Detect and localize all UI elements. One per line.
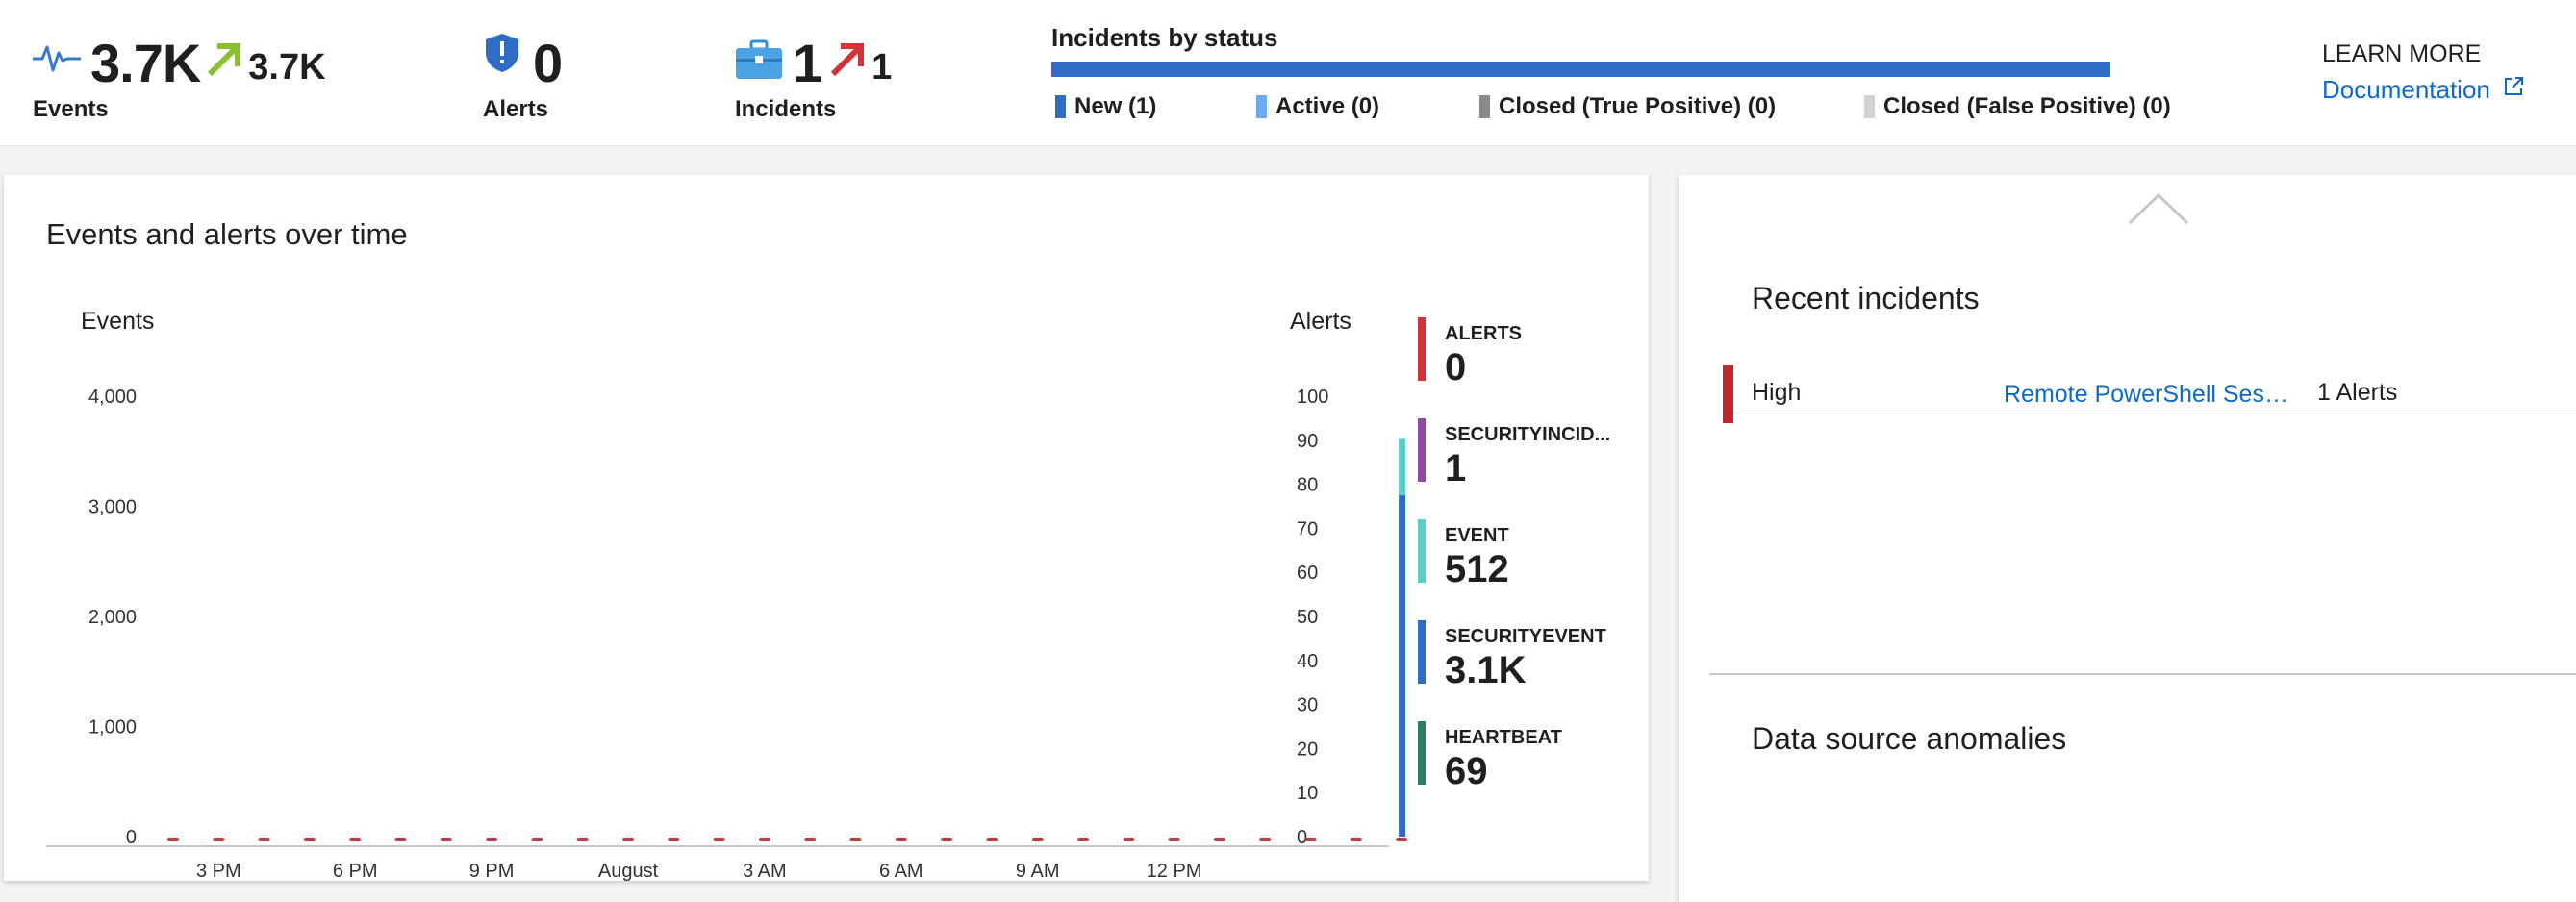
right-axis-tick: 80: [1297, 475, 1318, 496]
legend-series-name: SECURITYEVENT: [1445, 626, 1606, 647]
chevron-up-icon[interactable]: [2128, 192, 2189, 230]
events-stat[interactable]: 3.7K 3.7K Events: [33, 29, 326, 123]
status-swatch-new: [1055, 95, 1066, 118]
alerts-count: 0: [533, 33, 563, 93]
incidents-label: Incidents: [735, 96, 837, 122]
right-axis-tick: 90: [1297, 431, 1318, 452]
status-swatch-closed-false-positive: [1864, 95, 1875, 118]
severity-indicator: [1723, 365, 1733, 423]
x-axis-tick: 12 PM: [1147, 861, 1202, 881]
right-axis-tick: 10: [1297, 783, 1318, 804]
incident-row[interactable]: High Remote PowerShell Sessi... 1 Alerts: [1723, 365, 2576, 423]
right-axis-tick: 20: [1297, 739, 1318, 760]
incidents-status-bar[interactable]: [1051, 62, 2110, 77]
trend-up-arrow-icon: [829, 41, 866, 83]
events-delta: 3.7K: [248, 47, 326, 88]
incidents-stat[interactable]: 1 1 Incidents: [735, 29, 892, 123]
heartbeat-icon: [33, 41, 81, 79]
shield-alert-icon: [483, 32, 521, 79]
x-axis-tick: 3 AM: [743, 861, 787, 881]
status-legend-label: Closed (False Positive) (0): [1883, 93, 2171, 119]
events-count: 3.7K: [90, 33, 201, 93]
legend-series-name: EVENT: [1445, 525, 1509, 546]
alerts-stat[interactable]: 0 Alerts: [483, 29, 563, 123]
incidents-by-status-title: Incidents by status: [1051, 23, 1278, 52]
trend-up-arrow-icon: [206, 41, 242, 83]
events-alerts-chart[interactable]: 01,0002,0003,0004,0000102030405060708090…: [4, 175, 1649, 881]
status-swatch-closed-true-positive: [1479, 95, 1490, 118]
legend-series-name: SECURITYINCID...: [1445, 424, 1611, 445]
incident-severity: High: [1752, 379, 1802, 406]
incidents-delta: 1: [871, 47, 893, 88]
legend-color-bar: [1418, 418, 1426, 482]
legend-series-name: HEARTBEAT: [1445, 727, 1562, 748]
bar-segment-event: [1399, 438, 1406, 496]
briefcase-icon: [735, 39, 783, 85]
status-legend-label: New (1): [1074, 93, 1157, 119]
right-axis-tick: 30: [1297, 695, 1318, 716]
bar-segment-securityevent: [1399, 495, 1406, 837]
section-divider: [1709, 673, 2576, 675]
legend-series-value: 0: [1445, 346, 1467, 388]
data-source-anomalies-title: Data source anomalies: [1752, 721, 2067, 756]
status-legend-label: Closed (True Positive) (0): [1499, 93, 1777, 119]
incident-alert-count: 1 Alerts: [2317, 379, 2398, 406]
left-axis-tick: 4,000: [88, 387, 137, 408]
legend-color-bar: [1418, 317, 1426, 381]
status-legend-new[interactable]: New (1): [1055, 93, 1156, 120]
status-legend-closed-false-positive[interactable]: Closed (False Positive) (0): [1864, 93, 2171, 120]
x-axis-tick: August: [598, 861, 659, 881]
documentation-link[interactable]: Documentation: [2322, 75, 2525, 105]
x-axis-tick: 9 PM: [469, 861, 515, 881]
legend-series-name: ALERTS: [1445, 323, 1522, 344]
x-axis-tick: 3 PM: [196, 861, 241, 881]
right-axis-tick: 60: [1297, 563, 1318, 584]
right-axis-tick: 0: [1297, 827, 1307, 848]
learn-more-heading: LEARN MORE: [2322, 40, 2482, 67]
right-axis-tick: 70: [1297, 518, 1318, 539]
legend-series-value: 1: [1445, 447, 1467, 489]
status-legend-active[interactable]: Active (0): [1256, 93, 1379, 120]
right-axis-tick: 40: [1297, 651, 1318, 672]
legend-color-bar: [1418, 519, 1426, 583]
legend-series-value: 512: [1445, 548, 1509, 590]
summary-bar: 3.7K 3.7K Events 0 Alerts: [0, 0, 2576, 146]
chart-title: Events and alerts over time: [46, 217, 408, 251]
documentation-link-label: Documentation: [2322, 75, 2490, 104]
events-alerts-panel: Events and alerts over time Events Alert…: [4, 175, 1649, 881]
recent-incidents-title: Recent incidents: [1752, 281, 1980, 315]
legend-color-bar: [1418, 721, 1426, 785]
incidents-count: 1: [793, 33, 822, 93]
x-axis-tick: 6 PM: [333, 861, 378, 881]
x-axis-tick: 6 AM: [879, 861, 923, 881]
legend-series-value: 3.1K: [1445, 649, 1527, 691]
legend-series-value: 69: [1445, 750, 1488, 792]
left-axis-tick: 0: [126, 827, 137, 848]
events-label: Events: [33, 96, 109, 122]
left-axis-tick: 3,000: [88, 497, 137, 518]
status-legend-closed-true-positive[interactable]: Closed (True Positive) (0): [1479, 93, 1776, 120]
right-axis-tick: 100: [1297, 387, 1328, 408]
status-swatch-active: [1256, 95, 1267, 118]
x-axis-tick: 9 AM: [1016, 861, 1060, 881]
external-link-icon: [2490, 75, 2525, 105]
events-axis-title: Events: [81, 308, 155, 335]
left-axis-tick: 1,000: [88, 717, 137, 739]
right-axis-tick: 50: [1297, 607, 1318, 628]
alerts-label: Alerts: [483, 96, 549, 122]
alerts-axis-title: Alerts: [1290, 308, 1351, 335]
incident-title-link[interactable]: Remote PowerShell Sessi...: [2004, 381, 2297, 408]
left-axis-tick: 2,000: [88, 607, 137, 628]
status-legend-label: Active (0): [1275, 93, 1380, 119]
incidents-panel: Recent incidents High Remote PowerShell …: [1679, 175, 2576, 902]
legend-color-bar: [1418, 620, 1426, 684]
